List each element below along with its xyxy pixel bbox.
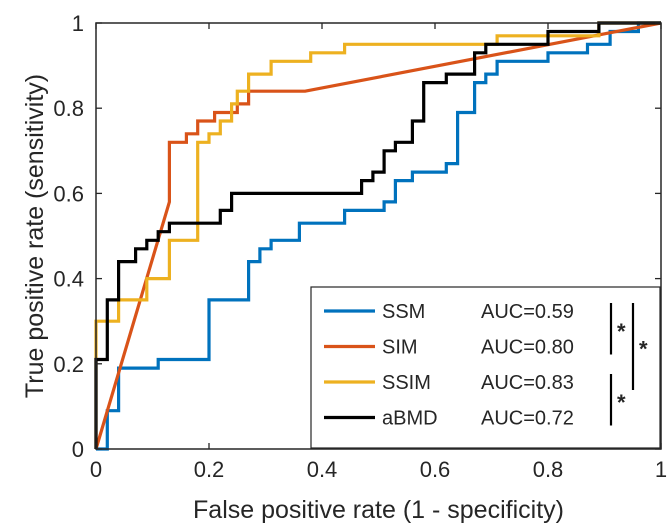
y-tick-label: 0 [72,437,84,462]
legend-label: SSIM [382,372,431,394]
significance-star: * [617,390,626,415]
x-tick-label: 0.8 [533,457,564,482]
x-tick-label: 0.6 [420,457,451,482]
series-line-abmd [94,21,661,449]
legend-box [310,286,661,449]
y-tick-label: 0.4 [53,267,84,292]
y-tick-label: 0.8 [53,96,84,121]
series-line-ssm [96,21,661,451]
significance-brackets: * * * [609,303,648,426]
legend-auc-label: AUC=0.59 [481,301,574,323]
significance-star: * [639,337,648,362]
y-tick-label: 0.6 [53,181,84,206]
x-axis-label: False positive rate (1 - specificity) [193,496,564,524]
x-tick-label: 0.2 [194,457,225,482]
legend: SSM AUC=0.59 SIM AUC=0.80 SSIM AUC=0.83 aBMD AU… [310,286,661,449]
x-tick-label: 0 [90,457,102,482]
y-tick-label: 1 [72,11,84,36]
legend-entries: SSM AUC=0.59 SIM AUC=0.80 SSIM AUC=0.83 aBMD AU… [324,301,574,430]
legend-auc-label: AUC=0.80 [481,337,574,359]
y-axis-label: True positive rate (sensitivity) [21,74,49,398]
legend-label: SSM [382,301,425,323]
significance-star: * [617,319,626,344]
legend-label: SIM [382,337,418,359]
axes-layer [95,22,662,450]
series-line-sim [94,21,662,450]
legend-label: aBMD [382,408,438,430]
legend-auc-label: AUC=0.72 [481,408,574,430]
legend-auc-label: AUC=0.83 [481,372,574,394]
tick-layer: 0 0.2 0.4 0.6 0.8 1 0 0.2 0.4 0.6 0.8 1 [53,11,667,482]
x-tick-label: 0.4 [307,457,338,482]
plot-frame [95,22,662,450]
series-line-ssim [94,21,661,449]
y-tick-label: 0.2 [53,352,84,377]
series-layer [94,21,662,451]
x-tick-label: 1 [655,457,667,482]
